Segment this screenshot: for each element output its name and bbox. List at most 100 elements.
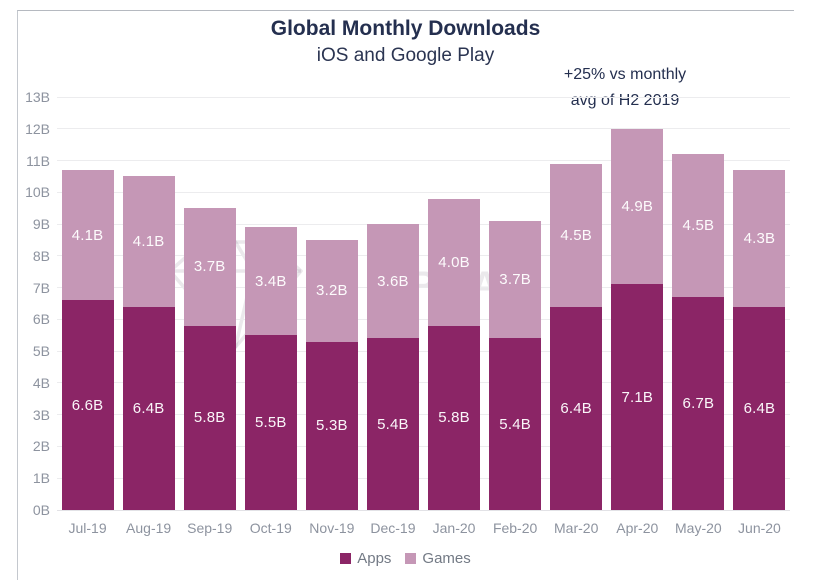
bar-feb-20: 5.4B 3.7B (489, 220, 542, 510)
bar-segment-apps-jan-20: 5.8B (428, 325, 481, 510)
y-tick-label-12B: 12B (25, 120, 50, 137)
gridline-3B (57, 414, 790, 416)
y-tick-label-8B: 8B (32, 247, 50, 264)
bar-value-label-games-mar-20: 4.5B (560, 226, 593, 244)
bar-segment-apps-jun-20: 6.4B (733, 306, 786, 510)
bar-value-label-apps-sep-19: 5.8B (193, 409, 226, 427)
gridline-8B (57, 255, 790, 257)
bar-nov-19: 5.3B 3.2B (305, 239, 358, 510)
annotation-callout: +25% vs monthly avg of H2 2019 (515, 62, 735, 114)
bar-segment-games-feb-20: 3.7B (489, 220, 542, 339)
bar-segment-apps-jul-19: 6.6B (61, 300, 114, 510)
y-tick-label-1B: 1B (32, 470, 50, 487)
bar-segment-apps-apr-20: 7.1B (611, 284, 664, 510)
bar-segment-games-sep-19: 3.7B (183, 208, 236, 326)
bar-value-label-apps-dec-19: 5.4B (377, 415, 409, 433)
gridline-2B (57, 445, 790, 447)
bar-value-label-apps-may-20: 6.7B (682, 395, 715, 413)
x-tick-label-mar-20: Mar-20 (554, 520, 599, 536)
gridline-13B (57, 96, 790, 98)
bar-value-label-apps-jan-20: 5.8B (438, 409, 470, 427)
bar-value-label-games-aug-19: 4.1B (132, 233, 165, 251)
bar-segment-apps-may-20: 6.7B (672, 297, 725, 510)
bar-value-label-apps-mar-20: 6.4B (560, 399, 593, 417)
bar-jan-20: 5.8B 4.0B (428, 198, 481, 510)
bar-segment-games-dec-19: 3.6B (366, 224, 419, 339)
bar-segment-games-aug-19: 4.1B (122, 176, 175, 307)
bar-jul-19: 6.6B 4.1B (61, 170, 114, 510)
y-tick-label-5B: 5B (32, 343, 50, 360)
bar-apr-20: 7.1B 4.9B (611, 128, 664, 510)
chart-title: Global Monthly Downloads (270, 17, 541, 40)
gridline-7B (57, 287, 790, 289)
gridline-12B (57, 128, 790, 130)
x-tick-label-nov-19: Nov-19 (309, 520, 355, 536)
chart-header: Global Monthly Downloads iOS and Google … (17, 16, 794, 68)
x-tick-label-jan-20: Jan-20 (432, 520, 476, 536)
x-tick-label-jul-19: Jul-19 (68, 520, 107, 536)
y-tick-label-10B: 10B (25, 184, 50, 201)
y-tick-label-11B: 11B (26, 152, 50, 169)
legend-swatch-apps (340, 553, 352, 564)
gridline-11B (57, 160, 790, 162)
annotation-line-2: avg of H2 2019 (570, 92, 680, 109)
y-tick-label-7B: 7B (32, 279, 50, 296)
bar-value-label-games-jun-20: 4.3B (743, 229, 776, 247)
bar-value-label-games-dec-19: 3.6B (377, 272, 409, 290)
bar-value-label-apps-nov-19: 5.3B (316, 417, 348, 435)
bar-value-label-apps-feb-20: 5.4B (499, 415, 531, 433)
bar-value-label-games-nov-19: 3.2B (316, 282, 348, 300)
x-tick-label-jun-20: Jun-20 (738, 520, 781, 536)
x-tick-label-dec-19: Dec-19 (370, 520, 416, 536)
bar-segment-apps-mar-20: 6.4B (550, 306, 603, 510)
bar-segment-games-jul-19: 4.1B (61, 170, 114, 301)
bar-dec-19: 5.4B 3.6B (366, 224, 419, 510)
gridline-5B (57, 350, 790, 352)
bar-segment-games-mar-20: 4.5B (550, 163, 603, 307)
y-tick-label-9B: 9B (32, 216, 50, 233)
bar-value-label-games-jan-20: 4.0B (438, 253, 470, 271)
bar-value-label-games-apr-20: 4.9B (621, 198, 654, 216)
bar-mar-20: 6.4B 4.5B (550, 163, 603, 510)
x-tick-label-oct-19: Oct-19 (249, 520, 292, 536)
y-tick-label-6B: 6B (32, 311, 50, 328)
bar-segment-games-jan-20: 4.0B (428, 198, 481, 326)
x-tick-label-apr-20: Apr-20 (616, 520, 659, 536)
bar-segment-games-jun-20: 4.3B (733, 170, 786, 307)
legend-label-apps: Apps (357, 550, 392, 567)
y-tick-label-13B: 13B (25, 89, 50, 105)
y-tick-label-0B: 0B (32, 502, 50, 518)
x-tick-label-feb-20: Feb-20 (492, 520, 538, 536)
bar-aug-19: 6.4B 4.1B (122, 176, 175, 510)
gridline-0B (57, 509, 790, 511)
bar-jun-20: 6.4B 4.3B (733, 170, 786, 510)
gridline-9B (57, 223, 790, 225)
annotation-line-1: +25% vs monthly (563, 66, 687, 83)
bar-segment-apps-aug-19: 6.4B (122, 306, 175, 510)
bar-value-label-games-feb-20: 3.7B (499, 271, 531, 289)
bar-segment-games-may-20: 4.5B (672, 154, 725, 298)
gridline-6B (57, 318, 790, 320)
bar-value-label-games-may-20: 4.5B (682, 217, 715, 235)
bar-value-label-apps-jun-20: 6.4B (743, 399, 776, 417)
chart-subtitle: iOS and Google Play (316, 45, 495, 66)
x-tick-label-may-20: May-20 (675, 520, 722, 536)
y-tick-label-4B: 4B (32, 374, 50, 391)
plot-area: 0B 1B 2B 3B 4B 5B 6B 7B 8B 9B 10B 11B 12B 13B 6.6B 4.1B… (25, 89, 790, 536)
bar-value-label-apps-oct-19: 5.5B (254, 414, 287, 432)
legend: Apps Games (17, 550, 794, 567)
bar-value-label-games-jul-19: 4.1B (71, 226, 104, 244)
legend-item-apps: Apps (340, 550, 391, 567)
bar-segment-apps-dec-19: 5.4B (366, 338, 419, 510)
legend-label-games: Games (422, 550, 471, 567)
gridline-1B (57, 477, 790, 479)
bar-segment-games-apr-20: 4.9B (611, 128, 664, 285)
gridline-10B (57, 191, 790, 193)
bar-segment-games-nov-19: 3.2B (305, 239, 358, 342)
x-tick-label-sep-19: Sep-19 (187, 520, 233, 536)
bar-segment-games-oct-19: 3.4B (244, 227, 297, 336)
bar-value-label-games-sep-19: 3.7B (193, 258, 226, 276)
gridline-4B (57, 382, 790, 384)
bar-segment-apps-sep-19: 5.8B (183, 325, 236, 510)
bar-segment-apps-oct-19: 5.5B (244, 335, 297, 510)
